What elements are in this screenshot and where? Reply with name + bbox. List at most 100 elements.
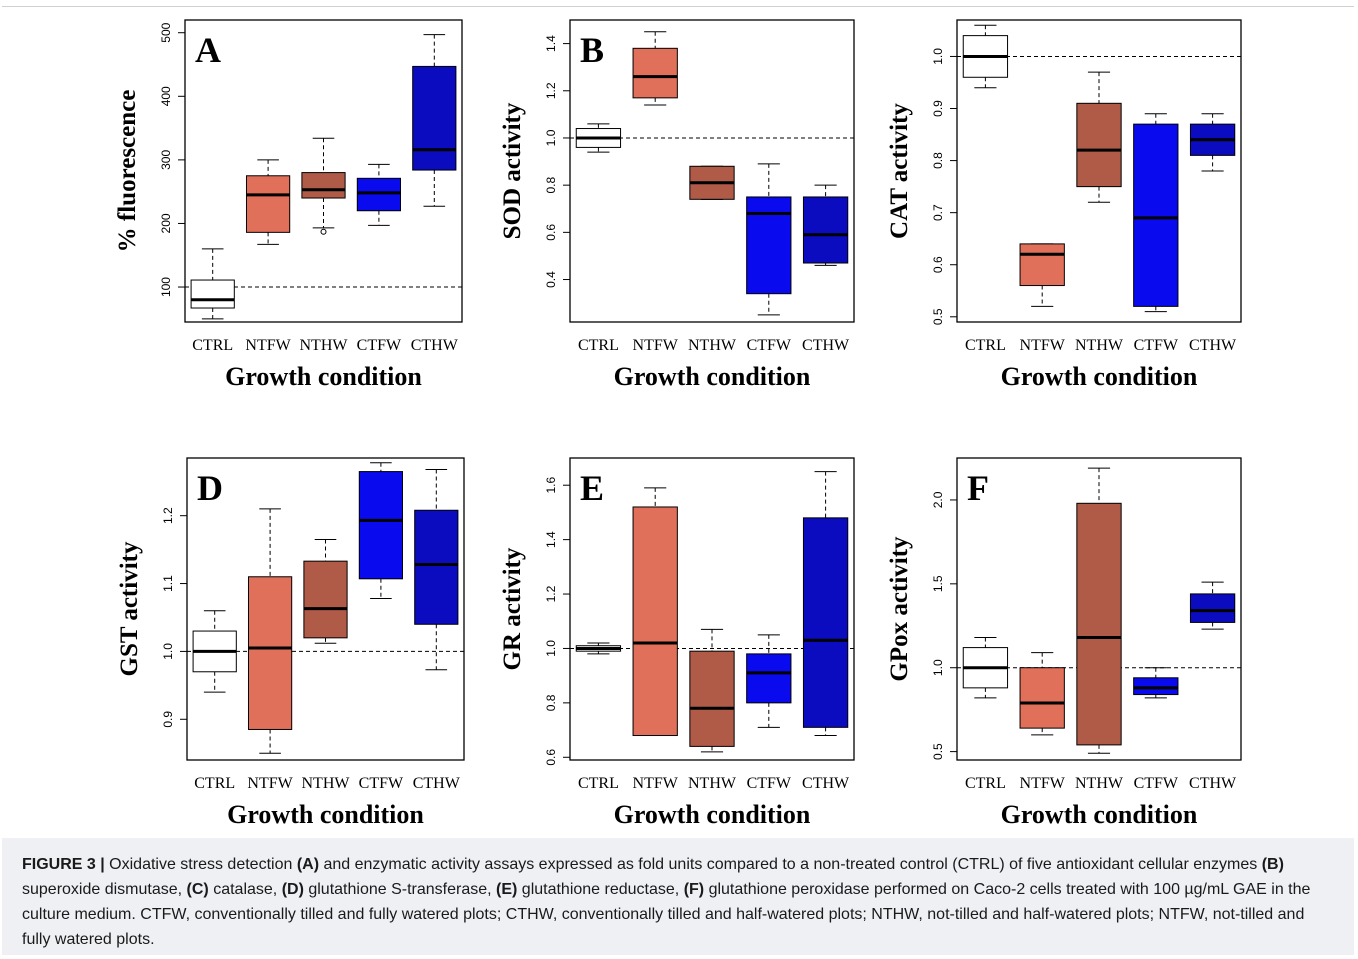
y-axis-label: GPox activity xyxy=(886,536,913,682)
box-ctfw xyxy=(746,163,792,316)
x-tick-label: NTHW xyxy=(302,775,351,792)
y-tick-label: 0.9 xyxy=(931,100,945,117)
x-tick-label: CTHW xyxy=(1189,337,1237,354)
box-cthw xyxy=(1189,113,1236,172)
plot-frame xyxy=(569,457,855,761)
plot-frame xyxy=(186,457,465,761)
box-ctfw xyxy=(746,634,792,728)
x-tick-label: CTRL xyxy=(578,337,619,354)
iqr-box xyxy=(1076,102,1122,188)
panel-e: 0.6 0.8 1.0 1.2 1.4 1.6 GR activity CTRL NTFW NTH… xyxy=(499,457,855,829)
caption-text: glutathione reductase, xyxy=(517,881,684,898)
iqr-box xyxy=(746,196,792,295)
x-tick-label: NTFW xyxy=(1020,337,1066,354)
y-tick-label: 200 xyxy=(159,213,173,233)
y-tick-label: 2.0 xyxy=(931,491,945,508)
iqr-box xyxy=(632,506,678,737)
iqr-box xyxy=(358,471,404,580)
iqr-box xyxy=(802,517,849,728)
y-axis-label: SOD activity xyxy=(499,102,526,239)
x-tick-label: NTHW xyxy=(688,337,737,354)
y-tick-label: 1.0 xyxy=(161,643,175,660)
x-tick-label: NTFW xyxy=(247,775,293,792)
box-ctrl xyxy=(192,610,237,693)
y-tick-label: 1.2 xyxy=(544,585,558,602)
x-tick-label: NTHW xyxy=(688,775,737,792)
x-tick-label: CTRL xyxy=(192,337,233,354)
plot-frame xyxy=(956,19,1242,323)
x-tick-label: CTFW xyxy=(747,337,792,354)
x-tick-label: CTHW xyxy=(802,337,850,354)
iqr-box xyxy=(689,650,735,747)
x-tick-label: CTRL xyxy=(965,337,1006,354)
box-cthw xyxy=(1189,581,1236,630)
box-ntfw xyxy=(245,159,291,245)
y-tick-label: 1.5 xyxy=(931,575,945,592)
box-ctfw xyxy=(358,462,404,599)
box-cthw xyxy=(414,469,459,671)
caption-body: Oxidative stress detection (A) and enzym… xyxy=(22,856,1310,948)
y-tick-label: 1.2 xyxy=(544,82,558,99)
box-nthw xyxy=(689,165,735,200)
y-axis-label: CAT activity xyxy=(886,103,913,239)
x-tick-label: CTHW xyxy=(802,775,850,792)
y-tick-label: 500 xyxy=(159,22,173,42)
y-tick-label: 0.6 xyxy=(544,224,558,241)
box-ntfw xyxy=(1019,652,1065,736)
x-tick-label: NTFW xyxy=(633,775,679,792)
x-axis-label: Growth condition xyxy=(614,362,811,391)
x-tick-label: NTHW xyxy=(1075,775,1124,792)
box-ctrl xyxy=(575,123,622,153)
panel-letter: D xyxy=(197,468,223,508)
figure-label: FIGURE 3 | xyxy=(22,856,105,873)
box-ntfw xyxy=(1019,243,1065,307)
x-axis-label: Growth condition xyxy=(225,362,422,391)
panel-c: 0.5 0.6 0.7 0.8 0.9 1.0 CAT activity CTRL NTFW NT… xyxy=(886,19,1242,391)
caption-text: and enzymatic activity assays expressed … xyxy=(319,856,1262,873)
box-cthw xyxy=(802,471,849,737)
box-ctfw xyxy=(356,163,402,226)
box-ctrl xyxy=(575,642,622,655)
caption-text: glutathione S-transferase, xyxy=(303,881,497,898)
y-tick-label: 1.0 xyxy=(931,48,945,65)
y-tick-label: 1.6 xyxy=(544,477,558,494)
y-tick-label: 400 xyxy=(159,86,173,106)
iqr-box xyxy=(1076,502,1122,746)
iqr-box xyxy=(632,47,678,99)
box-ctfw xyxy=(1133,113,1179,313)
y-tick-label: 0.5 xyxy=(931,743,945,760)
x-tick-label: CTFW xyxy=(357,337,402,354)
iqr-box xyxy=(1019,667,1065,729)
caption-panel-ref: (D) xyxy=(281,881,304,898)
figure-caption: FIGURE 3 | Oxidative stress detection (A… xyxy=(2,838,1354,955)
caption-panel-ref: (A) xyxy=(296,856,320,873)
iqr-box xyxy=(1019,243,1065,287)
x-tick-label: NTHW xyxy=(300,337,349,354)
panel-a: 100 200 300 400 500 % fluorescence CTRL NTFW NTH… xyxy=(114,19,463,391)
box-ntfw xyxy=(247,508,293,754)
iqr-box xyxy=(1133,123,1179,307)
iqr-box xyxy=(356,177,402,212)
iqr-box xyxy=(1189,593,1236,623)
y-tick-label: 1.2 xyxy=(161,507,175,524)
x-tick-label: CTRL xyxy=(194,775,235,792)
iqr-box xyxy=(802,196,849,264)
x-axis-label: Growth condition xyxy=(227,800,424,829)
x-tick-label: CTHW xyxy=(1189,775,1237,792)
iqr-box xyxy=(414,509,459,625)
y-tick-label: 1.0 xyxy=(931,659,945,676)
box-ntfw xyxy=(632,487,678,737)
iqr-box xyxy=(746,653,792,704)
y-tick-label: 100 xyxy=(159,277,173,297)
iqr-box xyxy=(247,576,293,730)
box-ctfw xyxy=(1133,667,1179,699)
panel-letter: B xyxy=(580,30,604,70)
x-tick-label: CTFW xyxy=(747,775,792,792)
y-tick-label: 0.7 xyxy=(931,204,945,221)
y-tick-label: 0.8 xyxy=(931,152,945,169)
y-tick-label: 0.5 xyxy=(931,308,945,325)
caption-text: catalase, xyxy=(208,881,282,898)
y-tick-label: 0.9 xyxy=(161,711,175,728)
panel-letter: A xyxy=(195,30,221,70)
y-tick-label: 0.8 xyxy=(544,694,558,711)
